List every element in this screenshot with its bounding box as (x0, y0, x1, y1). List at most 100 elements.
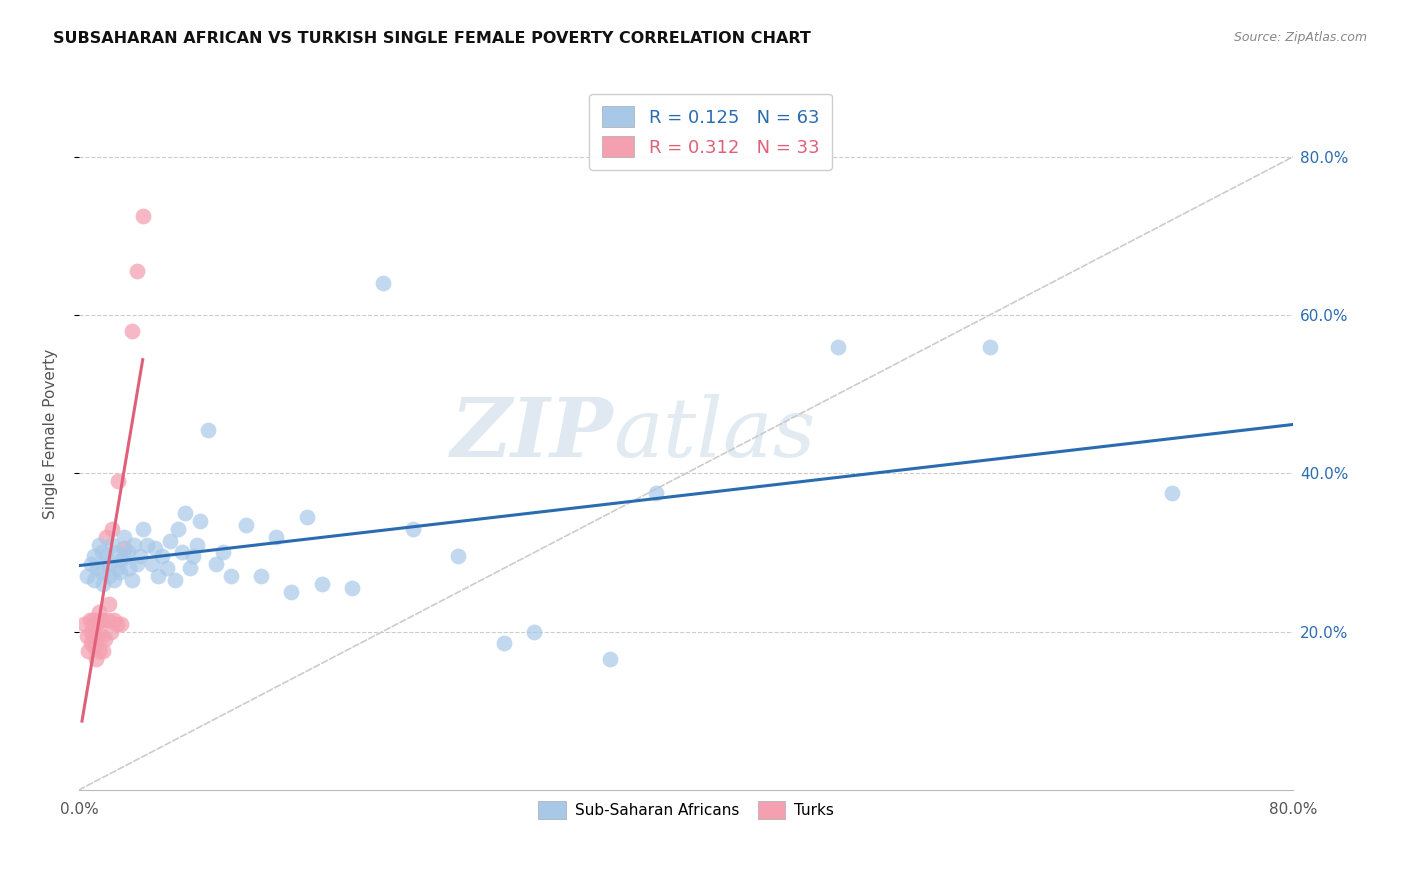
Point (103, 613, 125, 627)
Point (179, 561, 201, 575)
Point (82, 613, 104, 627)
Point (98, 558, 121, 572)
Point (83, 573, 105, 587)
Text: ZIP: ZIP (451, 393, 613, 474)
Y-axis label: Single Female Poverty: Single Female Poverty (44, 349, 58, 519)
Point (402, 522, 425, 536)
Point (311, 577, 333, 591)
Point (128, 549, 150, 564)
Point (90, 565, 112, 579)
Point (83, 549, 105, 564)
Point (121, 324, 143, 338)
Point (76, 628, 98, 642)
Point (86, 561, 108, 575)
Point (91, 644, 114, 658)
Point (523, 624, 546, 639)
Text: atlas: atlas (613, 393, 815, 474)
Point (114, 541, 136, 556)
Point (121, 573, 143, 587)
Point (979, 340, 1001, 354)
Point (197, 423, 219, 437)
Point (219, 569, 242, 583)
Point (79, 613, 101, 627)
Point (280, 585, 302, 599)
Point (235, 517, 257, 532)
Point (72, 616, 94, 631)
Point (90, 628, 112, 642)
Point (91, 613, 114, 627)
Point (76, 569, 98, 583)
Text: Source: ZipAtlas.com: Source: ZipAtlas.com (1233, 31, 1367, 45)
Point (100, 624, 122, 639)
Point (181, 549, 204, 564)
Point (94, 632, 117, 647)
Point (295, 509, 318, 524)
Point (186, 537, 208, 551)
Point (204, 558, 226, 572)
Point (340, 581, 363, 595)
Point (96, 530, 118, 544)
Point (156, 561, 179, 575)
Point (107, 474, 129, 488)
Point (132, 209, 155, 223)
Point (250, 569, 273, 583)
Point (87, 537, 110, 551)
Point (89, 613, 111, 627)
Legend: Sub-Saharan Africans, Turks: Sub-Saharan Africans, Turks (531, 795, 841, 825)
Point (98, 597, 121, 611)
Point (110, 553, 132, 567)
Point (492, 636, 515, 650)
Point (80, 558, 103, 572)
Point (118, 561, 141, 575)
Point (152, 549, 174, 564)
Point (163, 573, 186, 587)
Point (1161, 486, 1184, 500)
Text: SUBSAHARAN AFRICAN VS TURKISH SINGLE FEMALE POVERTY CORRELATION CHART: SUBSAHARAN AFRICAN VS TURKISH SINGLE FEM… (53, 31, 811, 46)
Point (110, 616, 132, 631)
Point (103, 573, 125, 587)
Point (212, 545, 235, 559)
Point (105, 616, 128, 631)
Point (83, 616, 105, 631)
Point (83, 640, 105, 655)
Point (90, 545, 112, 559)
Point (146, 569, 169, 583)
Point (166, 522, 188, 536)
Point (83, 628, 105, 642)
Point (599, 652, 621, 666)
Point (87, 644, 110, 658)
Point (266, 530, 288, 544)
Point (159, 533, 181, 548)
Point (117, 545, 139, 559)
Point (827, 340, 849, 354)
Point (105, 545, 128, 559)
Point (98, 569, 121, 583)
Point (97, 613, 120, 627)
Point (80, 636, 103, 650)
Point (101, 522, 124, 536)
Point (77, 644, 100, 658)
Point (80, 624, 103, 639)
Point (105, 561, 128, 575)
Point (114, 549, 136, 564)
Point (101, 537, 124, 551)
Point (644, 486, 666, 500)
Point (87, 605, 110, 619)
Point (172, 545, 194, 559)
Point (143, 541, 166, 556)
Point (91, 577, 114, 591)
Point (84, 652, 107, 666)
Point (122, 537, 145, 551)
Point (96, 549, 118, 564)
Point (114, 530, 136, 544)
Point (108, 565, 131, 579)
Point (136, 537, 159, 551)
Point (132, 522, 155, 536)
Point (125, 264, 148, 278)
Point (190, 514, 212, 528)
Point (86, 616, 108, 631)
Point (86, 628, 108, 642)
Point (447, 549, 470, 564)
Point (125, 558, 148, 572)
Point (141, 558, 163, 572)
